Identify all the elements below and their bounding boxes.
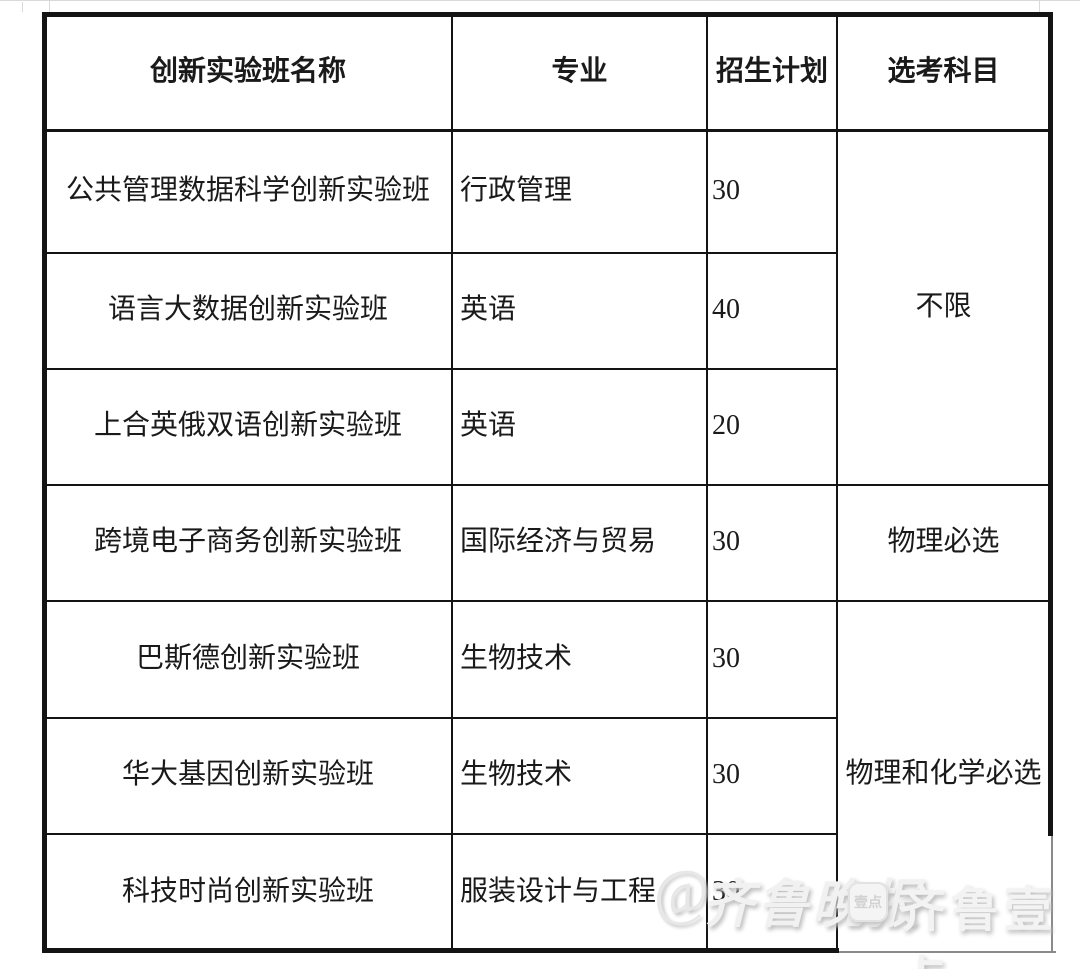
subjects-cell-physics-chem: 物理和化学必选 [845, 758, 1042, 790]
row-major: 英语 [460, 294, 517, 326]
table-border-bottom-gray [839, 951, 1056, 953]
row-divider [44, 252, 838, 254]
row-plan: 20 [712, 410, 740, 442]
table-border-left [42, 12, 47, 953]
row-name: 跨境电子商务创新实验班 [93, 526, 402, 558]
header-divider [44, 129, 1048, 132]
table-border-bottom [42, 948, 839, 953]
subjects-cell-physics: 物理必选 [887, 526, 1000, 558]
row-major: 英语 [460, 410, 517, 442]
row-divider [44, 717, 838, 719]
row-name: 科技时尚创新实验班 [121, 875, 374, 907]
row-name: 语言大数据创新实验班 [107, 294, 388, 326]
row-plan: 30 [712, 759, 740, 791]
gridline [49, 0, 50, 12]
row-divider [44, 368, 838, 370]
gridline [0, 0, 1080, 1]
header-cell-major: 专业 [551, 56, 608, 88]
row-major: 生物技术 [460, 642, 573, 674]
row-name: 上合英俄双语创新实验班 [93, 410, 402, 442]
row-divider [44, 833, 838, 835]
header-cell-plan: 招生计划 [715, 56, 828, 88]
row-plan: 30 [712, 526, 740, 558]
subjects-cell-unrestricted: 不限 [915, 291, 972, 323]
row-name: 公共管理数据科学创新实验班 [65, 175, 430, 207]
gridline [22, 2, 23, 12]
table-border-right-gray [1051, 836, 1053, 953]
row-divider [44, 600, 1048, 602]
row-major: 国际经济与贸易 [460, 526, 657, 558]
column-divider [836, 14, 838, 952]
row-major: 行政管理 [460, 175, 573, 207]
table-border-right [1048, 12, 1053, 836]
row-major: 生物技术 [460, 759, 573, 791]
row-plan: 30 [712, 875, 740, 907]
row-divider [44, 484, 1048, 486]
header-cell-name: 创新实验班名称 [149, 56, 346, 88]
gridline [1039, 0, 1040, 12]
row-name: 巴斯德创新实验班 [135, 642, 360, 674]
column-divider [451, 14, 453, 950]
row-plan: 30 [712, 642, 740, 674]
table-border-top [42, 12, 1053, 17]
header-cell-subjects: 选考科目 [887, 56, 1000, 88]
row-plan: 40 [712, 294, 740, 326]
row-plan: 30 [712, 175, 740, 207]
row-major: 服装设计与工程 [460, 875, 657, 907]
column-divider [706, 14, 708, 950]
row-name: 华大基因创新实验班 [121, 759, 374, 791]
